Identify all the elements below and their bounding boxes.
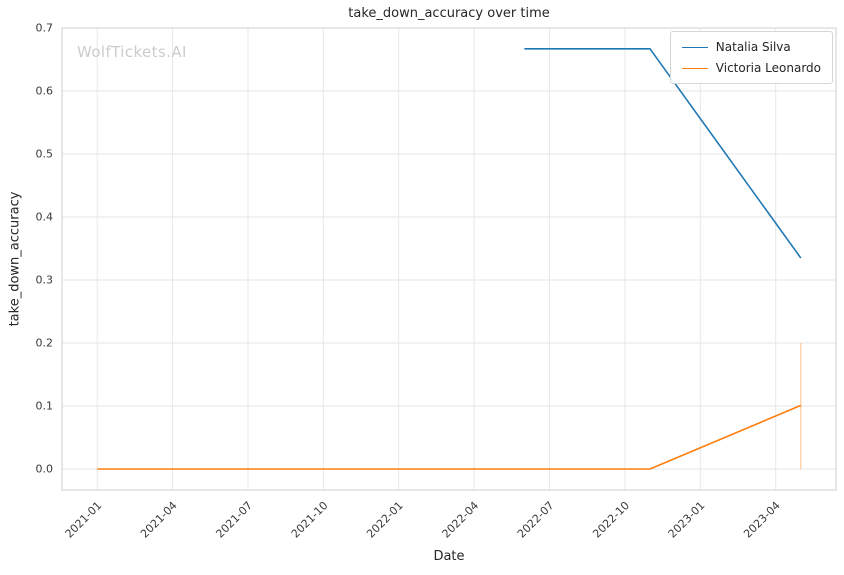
legend-line-sample (681, 67, 708, 69)
legend-item-natalia-silva: Natalia Silva (681, 40, 821, 54)
y-tick-label: 0.5 (36, 148, 54, 161)
legend: Natalia Silva Victoria Leonardo (669, 31, 833, 84)
y-tick-label: 0.0 (36, 463, 54, 476)
y-tick-label: 0.6 (36, 85, 54, 98)
x-tick-label: 2022-10 (590, 499, 632, 541)
chart-title: take_down_accuracy over time (348, 6, 550, 21)
legend-line-sample (681, 46, 708, 48)
y-tick-label: 0.3 (36, 274, 54, 287)
x-tick-label: 2022-07 (515, 499, 557, 541)
y-tick-label: 0.7 (36, 22, 54, 35)
y-tick-label: 0.2 (36, 337, 54, 350)
x-tick-label: 2021-07 (213, 499, 255, 541)
x-tick-label: 2022-01 (364, 499, 406, 541)
legend-item-victoria-leonardo: Victoria Leonardo (681, 61, 821, 75)
watermark: WolfTickets.AI (77, 43, 187, 61)
x-tick-label: 2023-04 (741, 499, 783, 541)
x-tick-label: 2021-10 (289, 499, 331, 541)
y-axis-label: take_down_accuracy (7, 191, 23, 327)
x-tick-label: 2021-01 (63, 499, 105, 541)
legend-label: Victoria Leonardo (715, 61, 821, 75)
y-tick-label: 0.4 (36, 211, 54, 224)
legend-label: Natalia Silva (715, 40, 791, 54)
y-tick-label: 0.1 (36, 400, 54, 413)
x-tick-label: 2022-04 (440, 499, 482, 541)
x-axis-label: Date (433, 549, 465, 564)
series-line-natalia-silva (524, 47, 802, 259)
plot-border (61, 27, 837, 491)
x-tick-label: 2023-01 (666, 499, 708, 541)
series-line-victoria-leonardo (97, 404, 802, 470)
x-tick-label: 2021-04 (138, 499, 180, 541)
